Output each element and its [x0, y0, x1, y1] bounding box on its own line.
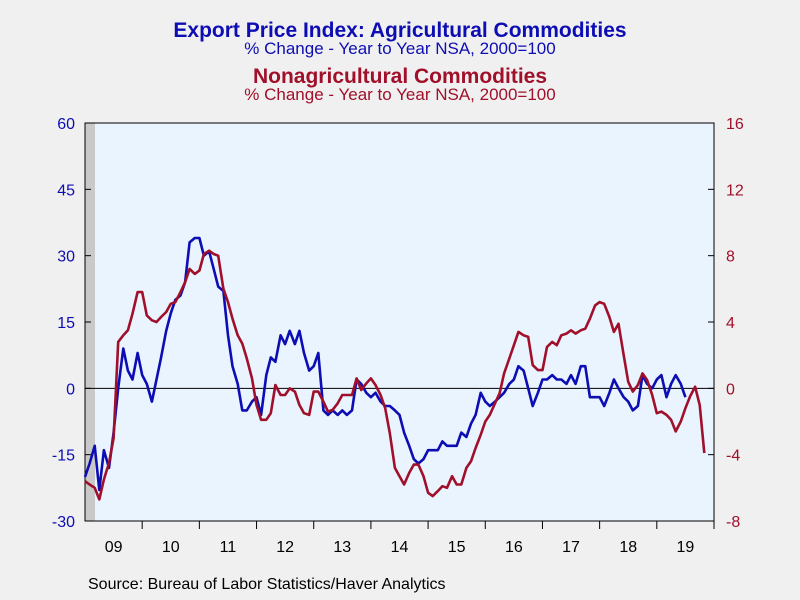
y-right-tick-label: 8: [726, 249, 735, 266]
y-left-tick-label: 15: [57, 315, 75, 332]
y-left-tick-label: -30: [52, 514, 75, 531]
chart-subtitle-agri: % Change - Year to Year NSA, 2000=100: [244, 39, 556, 58]
chart-title: Export Price Index: Agricultural Commodi…: [173, 19, 627, 42]
y-left-tick-label: 30: [57, 249, 75, 266]
chart-subtitle-nonagri: % Change - Year to Year NSA, 2000=100: [244, 85, 556, 104]
series-line-nonagricultural: [84, 249, 706, 501]
plot-area: [85, 123, 714, 521]
y-right-tick-label: -8: [726, 514, 740, 531]
x-tick-label: 10: [162, 539, 180, 556]
x-tick-label: 13: [333, 539, 351, 556]
y-left-tick-label: 60: [57, 116, 75, 133]
y-right-tick-label: 16: [726, 116, 744, 133]
y-left-tick-label: 0: [66, 381, 75, 398]
y-right-tick-label: 0: [726, 381, 735, 398]
y-right-tick-label: 4: [726, 315, 735, 332]
y-left-tick-label: 45: [57, 182, 75, 199]
x-tick-label: 15: [448, 539, 466, 556]
chart-title-nonagri: Nonagricultural Commodities: [252, 65, 548, 88]
x-tick-label: 14: [391, 539, 409, 556]
x-tick-label: 16: [505, 539, 523, 556]
source-note: Source: Bureau of Labor Statistics/Haver…: [88, 576, 446, 593]
x-tick-label: 09: [105, 539, 123, 556]
y-right-tick-label: -4: [726, 448, 740, 465]
x-tick-label: 11: [220, 539, 237, 556]
y-right-tick-label: 12: [726, 182, 744, 199]
y-left-tick-label: -15: [52, 448, 75, 465]
x-tick-label: 18: [619, 539, 637, 556]
x-tick-label: 17: [562, 539, 580, 556]
x-tick-label: 19: [677, 539, 695, 556]
x-tick-label: 12: [276, 539, 294, 556]
